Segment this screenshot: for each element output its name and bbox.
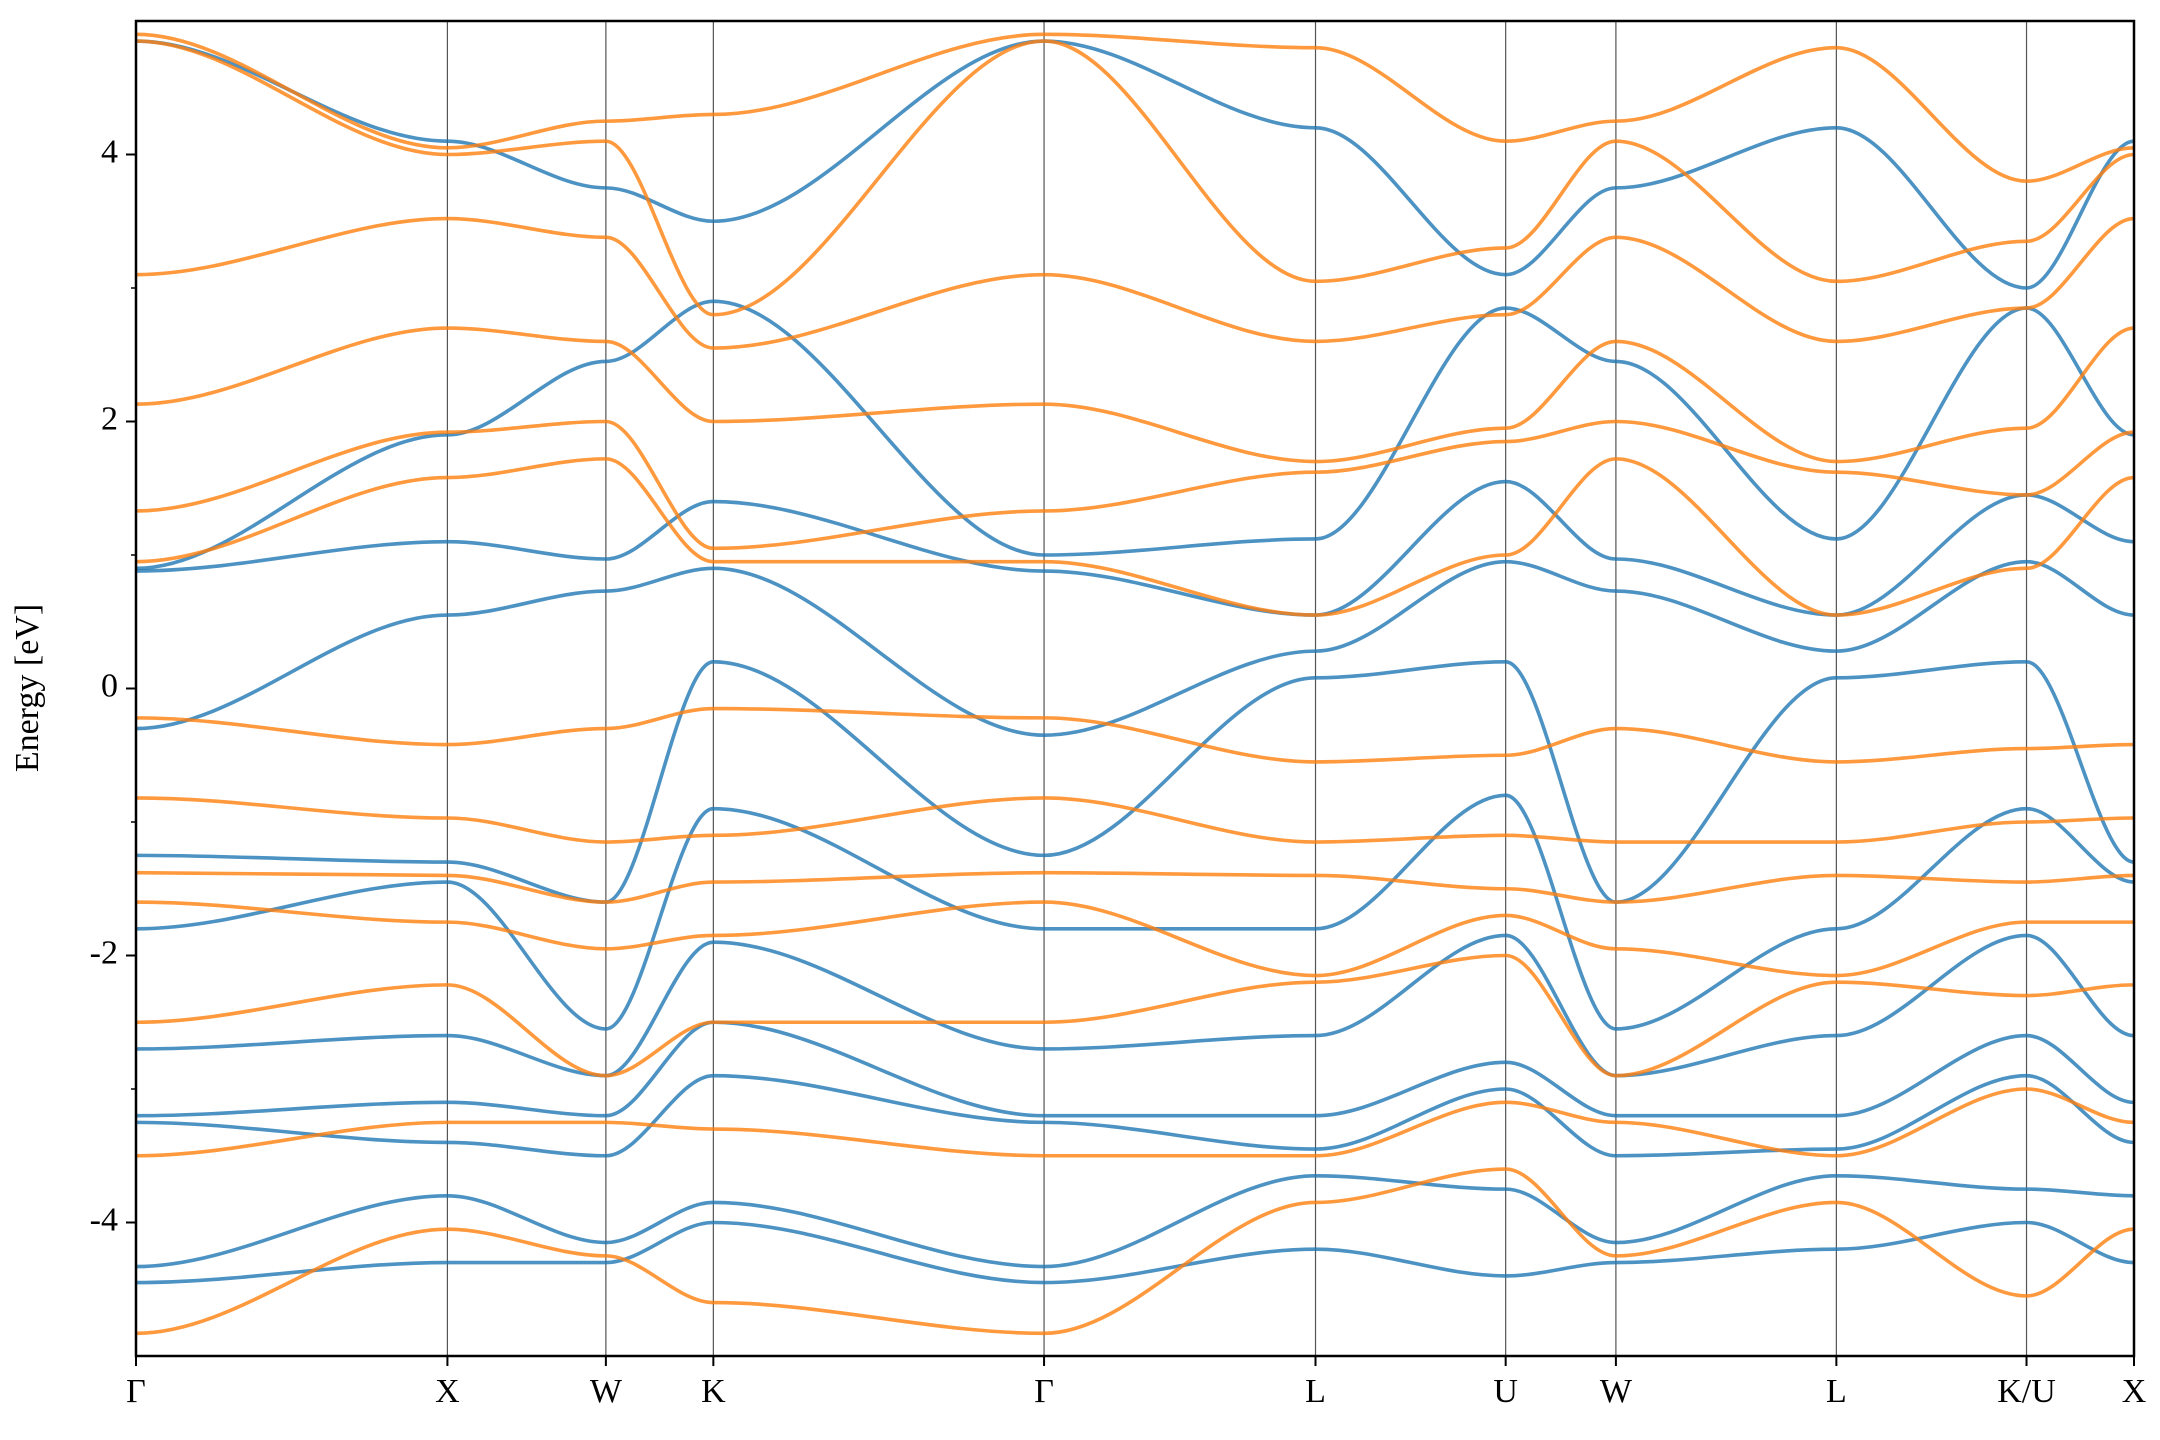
band-line: [136, 39, 2134, 290]
band-line: [136, 1073, 2134, 1158]
band-line: [136, 39, 2134, 317]
plot-frame: [134, 19, 2136, 1358]
y-tick-label: -4: [90, 1201, 118, 1238]
band-line: [136, 1220, 2134, 1285]
band-line: [136, 953, 2134, 1078]
band-line: [136, 706, 2134, 764]
y-tick-label: 2: [101, 400, 118, 437]
band-line: [136, 216, 2134, 350]
x-tick-label: W: [590, 1373, 623, 1410]
band-line: [136, 933, 2134, 1078]
band-line: [136, 659, 2134, 904]
band-line: [136, 559, 2134, 738]
x-tick-label: K/U: [1997, 1373, 2056, 1410]
x-tick-label: K: [701, 1373, 726, 1410]
bands: [136, 32, 2134, 1336]
band-line: [136, 900, 2134, 978]
band-line: [136, 793, 2134, 1031]
x-tick-label: X: [435, 1373, 460, 1410]
x-tick-label: L: [1826, 1373, 1847, 1410]
band-line: [136, 419, 2134, 551]
band-line: [136, 1087, 2134, 1158]
band-line: [136, 1167, 2134, 1336]
x-tick-label: W: [1600, 1373, 1633, 1410]
x-tick-label: Γ: [126, 1373, 146, 1410]
band-line: [136, 457, 2134, 617]
band-line: [136, 299, 2134, 571]
band-line: [136, 870, 2134, 904]
band-line: [136, 1020, 2134, 1118]
x-tick-label: Γ: [1034, 1373, 1054, 1410]
x-tick-label: L: [1305, 1373, 1326, 1410]
y-tick-label: 4: [101, 133, 118, 170]
y-axis-label: Energy [eV]: [9, 604, 46, 772]
band-line: [136, 1173, 2134, 1269]
band-line: [136, 326, 2134, 464]
x-tick-label: U: [1493, 1373, 1518, 1410]
x-tick-label: X: [2122, 1373, 2147, 1410]
y-tick-label: -2: [90, 934, 118, 971]
band-line: [136, 32, 2134, 184]
band-line: [136, 796, 2134, 844]
y-tick-label: 0: [101, 667, 118, 704]
